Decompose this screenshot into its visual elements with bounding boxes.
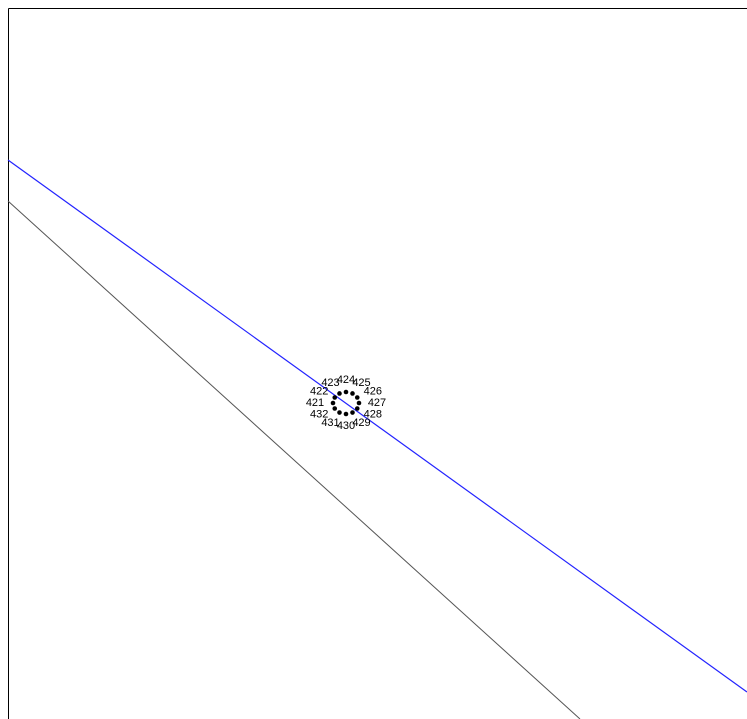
- node-label: 421: [306, 397, 324, 409]
- node-label: 432: [310, 408, 328, 420]
- node-label: 424: [337, 374, 355, 386]
- node-dot: [354, 406, 360, 411]
- node-label: 428: [364, 408, 382, 420]
- node-dot: [343, 411, 349, 417]
- node-dot: [332, 395, 338, 400]
- node-dot: [356, 400, 362, 406]
- gray-line: [7, 200, 581, 719]
- node-label: 427: [368, 397, 386, 409]
- node-dot: [337, 410, 342, 415]
- node-label: 426: [364, 385, 382, 397]
- node-dot: [350, 391, 355, 396]
- node-dot: [343, 389, 349, 395]
- node-dot: [330, 400, 336, 406]
- node-label: 430: [337, 420, 355, 432]
- node-label: 429: [352, 417, 370, 429]
- node-dot: [354, 395, 360, 400]
- node-dot: [350, 410, 355, 415]
- node-label: 422: [310, 385, 328, 397]
- blue-line: [7, 159, 747, 693]
- node-dot: [337, 391, 342, 396]
- node-label: 431: [321, 417, 339, 429]
- node-dot: [332, 406, 338, 411]
- node-label: 425: [352, 377, 370, 389]
- node-label: 423: [321, 377, 339, 389]
